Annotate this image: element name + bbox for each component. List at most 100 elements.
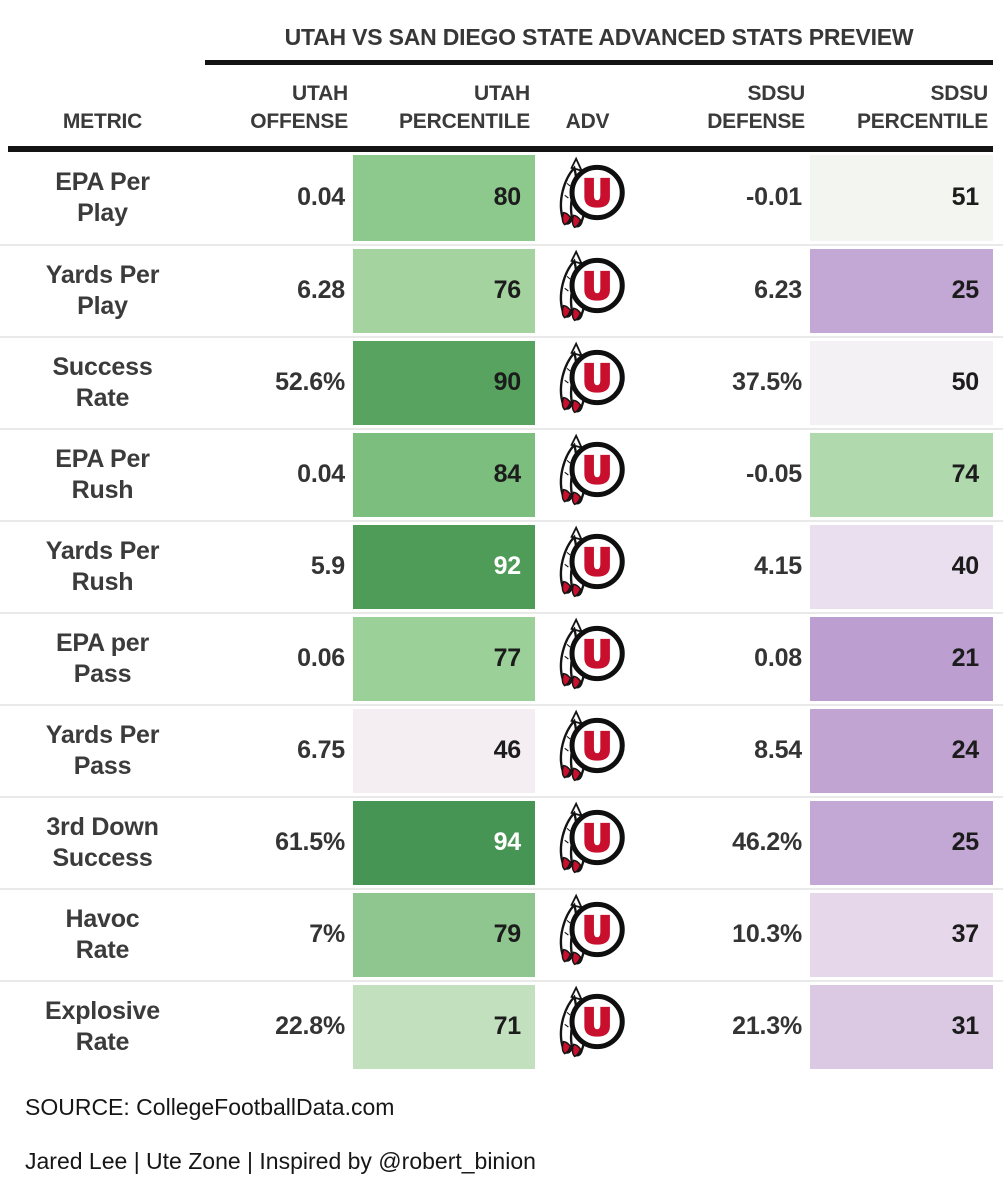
column-header-label: PERCENTILE	[398, 109, 530, 133]
table-row: Havoc Rate 7% 79 10.3% 37	[0, 887, 1003, 980]
column-header-label: OFFENSE	[250, 109, 348, 133]
table-row: Yards Per Rush 5.9 92 4.15 40	[0, 519, 1003, 612]
utah-utes-logo	[559, 801, 625, 874]
metric-label: EPA Per Rush	[55, 445, 150, 504]
column-header-sdsu-percentile: SDSU PERCENTILE	[810, 80, 993, 136]
utah-percentile-cell: 77	[353, 613, 535, 704]
metric-label: 3rd Down Success	[46, 813, 159, 872]
metric-label: Success Rate	[52, 353, 153, 412]
sdsu-percentile-cell: 74	[810, 429, 993, 520]
utah-utes-logo	[559, 433, 625, 506]
sdsu-percentile-cell: 37	[810, 889, 993, 980]
utah-offense-value: 7%	[309, 920, 345, 949]
sdsu-percentile-cell: 50	[810, 337, 993, 428]
metric-label: Yards Per Rush	[45, 537, 160, 596]
utah-percentile-cell: 71	[353, 981, 535, 1072]
table-row: Yards Per Pass 6.75 46 8.54 24	[0, 703, 1003, 796]
sdsu-defense-value: 37.5%	[732, 368, 802, 397]
sdsu-percentile-cell: 40	[810, 521, 993, 612]
table-body: EPA Per Play 0.04 80 -0.01 51 Yards Per Play 6.…	[0, 151, 1003, 1072]
utah-offense-value: 61.5%	[275, 828, 345, 857]
sdsu-defense-value: 21.3%	[732, 1012, 802, 1041]
advantage-cell	[535, 152, 640, 244]
column-header-label: PERCENTILE	[856, 109, 988, 133]
column-header-label: SDSU	[930, 82, 988, 105]
advantage-cell	[535, 338, 640, 428]
sdsu-percentile-cell: 51	[810, 151, 993, 244]
column-header-label: METRIC	[62, 109, 143, 133]
utah-percentile-cell: 79	[353, 889, 535, 980]
metric-label: EPA Per Play	[55, 168, 150, 227]
utah-offense-value: 22.8%	[275, 1012, 345, 1041]
sdsu-defense-value: 6.23	[754, 276, 802, 305]
utah-offense-value: 5.9	[310, 552, 345, 581]
utah-percentile-cell: 90	[353, 337, 535, 428]
sdsu-percentile-cell: 25	[810, 797, 993, 888]
column-header-label: UTAH	[292, 82, 348, 105]
metric-label: Havoc Rate	[65, 905, 140, 964]
utah-utes-logo	[559, 709, 625, 782]
utah-percentile-cell: 46	[353, 705, 535, 796]
metric-label: EPA per Pass	[55, 629, 150, 688]
advantage-cell	[535, 430, 640, 520]
utah-utes-logo	[559, 893, 625, 966]
sdsu-defense-value: 4.15	[754, 552, 802, 581]
column-header-metric: METRIC	[0, 108, 205, 136]
sdsu-defense-value: 46.2%	[732, 828, 802, 857]
metric-label: Yards Per Play	[45, 261, 160, 320]
column-header-label: SDSU	[747, 82, 805, 105]
utah-offense-value: 0.04	[297, 183, 345, 212]
header-rule	[8, 145, 993, 152]
utah-utes-logo	[559, 249, 625, 322]
utah-percentile-cell: 76	[353, 245, 535, 336]
column-header-adv: ADV	[535, 108, 640, 136]
table-row: EPA Per Play 0.04 80 -0.01 51	[0, 151, 1003, 244]
utah-percentile-cell: 80	[353, 151, 535, 244]
sdsu-percentile-cell: 21	[810, 613, 993, 704]
table-header-row: METRIC UTAH OFFENSE UTAH PERCENTILE ADV …	[0, 65, 1003, 146]
column-header-label: UTAH	[474, 82, 530, 105]
table-row: 3rd Down Success 61.5% 94 46.2% 25	[0, 795, 1003, 888]
advantage-cell	[535, 246, 640, 336]
table-row: Success Rate 52.6% 90 37.5% 50	[0, 335, 1003, 428]
utah-utes-logo	[559, 985, 625, 1058]
utah-offense-value: 52.6%	[275, 368, 345, 397]
column-header-utah-percentile: UTAH PERCENTILE	[353, 80, 535, 136]
sdsu-defense-value: 8.54	[754, 736, 802, 765]
column-header-label: DEFENSE	[707, 109, 805, 133]
page-title: UTAH VS SAN DIEGO STATE ADVANCED STATS P…	[284, 24, 914, 50]
advantage-cell	[535, 614, 640, 704]
credit-text: Jared Lee | Ute Zone | Inspired by @robe…	[25, 1147, 536, 1174]
utah-utes-logo	[559, 341, 625, 414]
table-row: Explosive Rate 22.8% 71 21.3% 31	[0, 979, 1003, 1072]
sdsu-percentile-cell: 25	[810, 245, 993, 336]
title-underline	[205, 60, 993, 65]
utah-utes-logo	[559, 156, 625, 229]
source-text: SOURCE: CollegeFootballData.com	[25, 1093, 395, 1120]
utah-offense-value: 0.06	[297, 644, 345, 673]
utah-percentile-cell: 92	[353, 521, 535, 612]
sdsu-defense-value: 10.3%	[732, 920, 802, 949]
metric-label: Explosive Rate	[45, 997, 160, 1056]
column-header-label: ADV	[565, 109, 610, 133]
table-row: Yards Per Play 6.28 76 6.23 25	[0, 243, 1003, 336]
utah-offense-value: 6.75	[297, 736, 345, 765]
sdsu-defense-value: -0.05	[746, 460, 802, 489]
utah-utes-logo	[559, 617, 625, 690]
utah-offense-value: 0.04	[297, 460, 345, 489]
advantage-cell	[535, 982, 640, 1072]
column-header-sdsu-defense: SDSU DEFENSE	[640, 80, 810, 136]
column-header-utah-offense: UTAH OFFENSE	[205, 80, 353, 136]
advantage-cell	[535, 890, 640, 980]
metric-label: Yards Per Pass	[45, 721, 160, 780]
advantage-cell	[535, 522, 640, 612]
table-row: EPA per Pass 0.06 77 0.08 21	[0, 611, 1003, 704]
utah-utes-logo	[559, 525, 625, 598]
advantage-cell	[535, 706, 640, 796]
sdsu-defense-value: 0.08	[754, 644, 802, 673]
utah-offense-value: 6.28	[297, 276, 345, 305]
sdsu-percentile-cell: 31	[810, 981, 993, 1072]
table-row: EPA Per Rush 0.04 84 -0.05 74	[0, 427, 1003, 520]
utah-percentile-cell: 94	[353, 797, 535, 888]
utah-percentile-cell: 84	[353, 429, 535, 520]
